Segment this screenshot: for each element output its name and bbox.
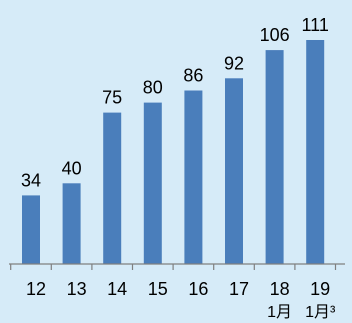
bar-13 <box>62 183 81 264</box>
x-tick-label-19: 19 <box>310 279 330 299</box>
bar-16 <box>184 90 203 264</box>
data-label-15: 80 <box>143 78 163 98</box>
bar-15 <box>143 102 162 264</box>
x-sublabel-18: 1月 <box>267 304 292 321</box>
data-label-17: 92 <box>224 53 244 73</box>
data-label-19: 111 <box>302 15 329 35</box>
data-label-13: 40 <box>62 158 82 178</box>
data-label-18: 106 <box>260 25 290 45</box>
x-tick-label-15: 15 <box>148 279 168 299</box>
x-tick-label-18: 18 <box>270 279 290 299</box>
data-label-12: 34 <box>21 170 41 190</box>
labels-group: 34 12 40 13 75 14 80 15 86 16 92 17 106 18 1月 111 19 1月³ <box>21 15 336 321</box>
x-tick-label-17: 17 <box>229 279 249 299</box>
bar-18 <box>265 50 284 264</box>
bars-group <box>22 40 325 264</box>
data-label-14: 75 <box>102 88 122 108</box>
data-label-16: 86 <box>183 66 203 86</box>
x-tick-label-13: 13 <box>67 279 87 299</box>
x-tick-label-12: 12 <box>26 279 46 299</box>
x-axis <box>9 263 345 270</box>
x-sublabel-19: 1月³ <box>305 304 336 321</box>
bar-14 <box>103 112 122 264</box>
bar-19 <box>306 40 325 264</box>
bar-12 <box>22 195 40 264</box>
bar-17 <box>225 78 243 264</box>
x-tick-label-16: 16 <box>188 279 208 299</box>
x-tick-label-14: 14 <box>107 279 127 299</box>
